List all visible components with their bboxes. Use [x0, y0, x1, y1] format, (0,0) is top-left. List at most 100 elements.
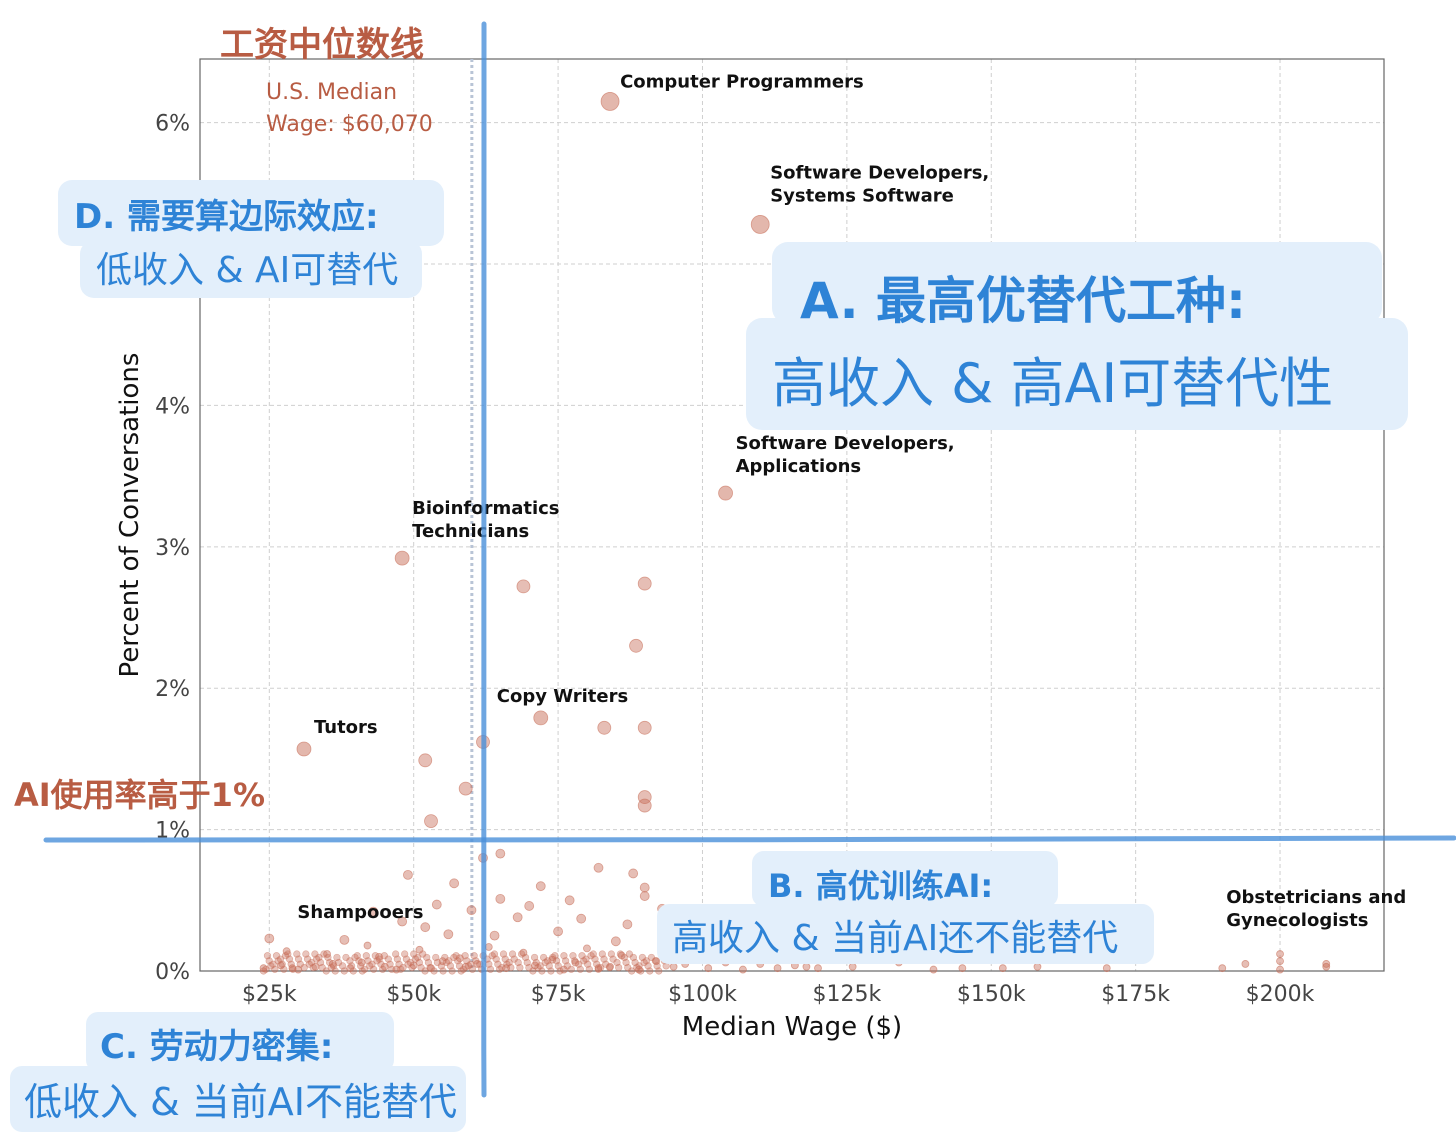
point-label: Software Developers, — [736, 433, 955, 454]
median-wage-label-line2: Wage: $60,070 — [266, 112, 433, 137]
data-point — [293, 950, 301, 958]
point-labels-layer: Computer Programmers Software Developers,… — [297, 71, 1406, 930]
data-point — [607, 950, 615, 958]
data-point — [470, 952, 478, 960]
labeled-data-point — [718, 485, 733, 501]
data-point — [269, 960, 277, 968]
data-point — [529, 967, 537, 975]
data-point — [597, 964, 605, 972]
data-point — [263, 952, 272, 960]
data-point — [399, 964, 407, 972]
data-point — [582, 955, 590, 963]
data-point — [414, 953, 422, 962]
data-point — [524, 901, 535, 911]
data-point — [610, 936, 621, 947]
y-axis-label: Percent of Conversations — [115, 353, 145, 678]
data-point — [535, 881, 546, 892]
median-line-header: 工资中位数线 — [220, 25, 424, 65]
data-point — [368, 906, 379, 917]
plot-frame — [199, 58, 1385, 972]
data-point — [466, 905, 477, 916]
data-point — [338, 962, 347, 970]
data-point — [484, 943, 493, 951]
quadrant-b-title: B. 高优训练AI: — [768, 867, 993, 905]
data-point — [430, 967, 438, 975]
quadrant-c-subtitle: 低收入 & 当前AI不能替代 — [24, 1080, 457, 1124]
x-tick-label: $150k — [957, 982, 1026, 1007]
data-point — [443, 929, 454, 940]
data-point — [363, 941, 372, 950]
data-point — [432, 953, 440, 962]
data-point — [495, 848, 506, 859]
data-point — [375, 955, 383, 963]
data-point — [307, 958, 316, 967]
data-point — [401, 950, 409, 958]
data-point — [639, 882, 650, 893]
data-point — [516, 579, 531, 594]
quadrant-c-title: C. 劳动力密集: — [100, 1027, 333, 1067]
data-point — [302, 950, 310, 958]
x-tick-label: $100k — [668, 982, 737, 1007]
data-point — [353, 952, 361, 960]
quadrant-d-title: D. 需要算边际效应: — [74, 197, 379, 237]
data-point — [397, 916, 408, 927]
data-point — [704, 964, 713, 973]
data-point — [368, 960, 376, 968]
data-point — [406, 958, 414, 967]
data-point — [329, 962, 338, 970]
data-point — [669, 962, 678, 971]
data-point — [629, 638, 643, 653]
data-point — [490, 950, 499, 958]
data-point — [1033, 962, 1042, 971]
data-point — [530, 953, 539, 962]
data-point — [639, 891, 650, 901]
data-point — [575, 960, 583, 968]
quadrant-a-subtitle: 高收入 & 高AI可替代性 — [772, 352, 1333, 415]
data-point — [622, 919, 633, 930]
data-point — [1241, 960, 1250, 968]
labeled-data-point — [600, 92, 620, 111]
data-point — [508, 950, 517, 958]
data-point — [564, 895, 575, 906]
data-point — [642, 957, 650, 965]
x-tick-label: $50k — [386, 982, 441, 1007]
data-point — [739, 965, 747, 974]
data-point — [423, 953, 431, 962]
point-label: Gynecologists — [1226, 910, 1368, 931]
data-point — [637, 720, 652, 735]
data-point — [628, 967, 636, 975]
data-point — [606, 964, 614, 972]
data-point — [929, 965, 938, 974]
data-point — [322, 967, 330, 975]
data-point — [284, 950, 292, 958]
x-axis-label: Median Wage ($) — [682, 1012, 902, 1042]
data-point — [551, 952, 559, 960]
data-point — [560, 952, 568, 960]
x-tick-label: $25k — [242, 982, 297, 1007]
data-point — [461, 952, 469, 960]
data-point — [536, 962, 544, 970]
x-tick-label: $75k — [531, 982, 586, 1007]
data-point — [1102, 964, 1111, 973]
data-point — [315, 953, 323, 962]
y-tick-label: 0% — [155, 960, 190, 985]
x-tick-label: $125k — [813, 982, 882, 1007]
data-point — [620, 953, 628, 962]
data-point — [651, 957, 660, 965]
data-point — [505, 958, 513, 967]
data-point — [384, 955, 392, 963]
point-label: Shampooers — [297, 902, 423, 923]
point-label: Technicians — [412, 521, 529, 542]
data-point — [635, 962, 643, 970]
data-point — [346, 957, 354, 965]
data-point — [459, 965, 468, 973]
data-point — [431, 899, 442, 910]
data-point — [593, 862, 604, 873]
data-point — [521, 953, 530, 962]
data-point — [597, 720, 612, 735]
quadrant-b-callout: B. 高优训练AI: 高收入 & 当前AI还不能替代 — [657, 851, 1154, 964]
data-point — [452, 952, 460, 960]
data-point — [1218, 964, 1227, 973]
data-point — [637, 798, 652, 813]
data-point — [567, 965, 575, 973]
